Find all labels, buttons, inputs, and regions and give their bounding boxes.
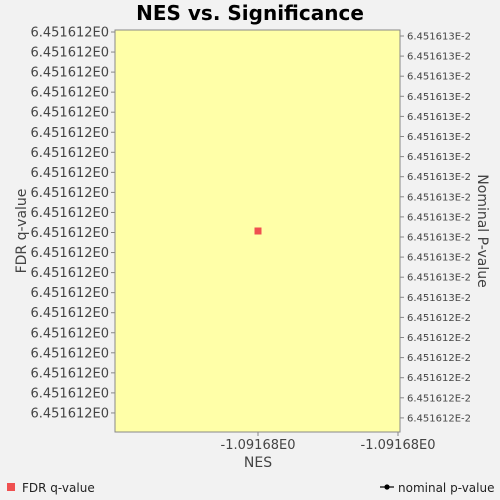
legend: FDR q-value nominal p-value: [7, 481, 494, 495]
right-tick-label: 6.451613E-2: [407, 192, 471, 203]
left-tick-label: 6.451612E0: [30, 406, 109, 421]
right-tick-label: 6.451613E-2: [407, 233, 471, 244]
left-tick-label: 6.451612E0: [30, 366, 109, 381]
legend-label-fdr: FDR q-value: [22, 481, 95, 495]
right-tick-label: 6.451612E-2: [407, 333, 471, 344]
right-axis-ticks: 6.451613E-2 6.451613E-2 6.451613E-2 6.45161…: [400, 32, 471, 424]
legend-marker-dot: [384, 484, 390, 490]
right-tick-label: 6.451612E-2: [407, 353, 471, 364]
right-tick-label: 6.451612E-2: [407, 393, 471, 404]
left-axis-ticks: 6.451612E0 6.451612E0 6.451612E0 6.451612E0…: [30, 26, 115, 421]
bottom-tick-label: -1.09168E0: [221, 438, 296, 453]
right-tick-label: 6.451613E-2: [407, 212, 471, 223]
left-tick-label: 6.451612E0: [30, 246, 109, 261]
data-point: [254, 227, 262, 235]
left-tick-label: 6.451612E0: [30, 126, 109, 141]
right-tick-label: 6.451612E-2: [407, 413, 471, 424]
x-axis-label: NES: [244, 455, 272, 471]
right-tick-label: 6.451613E-2: [407, 293, 471, 304]
bottom-tick-label: -1.09168E0: [361, 438, 436, 453]
y-axis-label: FDR q-value: [14, 189, 30, 274]
right-tick-label: 6.451613E-2: [407, 52, 471, 63]
left-tick-label: 6.451612E0: [30, 66, 109, 81]
right-tick-label: 6.451612E-2: [407, 373, 471, 384]
legend-label-nominal: nominal p-value: [398, 481, 494, 495]
left-tick-label: 6.451612E0: [30, 306, 109, 321]
chart-title: NES vs. Significance: [136, 1, 364, 25]
legend-marker-fdr: [7, 483, 15, 491]
left-tick-label: 6.451612E0: [30, 266, 109, 281]
left-tick-label: 6.451612E0: [30, 186, 109, 201]
right-tick-label: 6.451613E-2: [407, 72, 471, 83]
left-tick-label: 6.451612E0: [30, 206, 109, 221]
right-tick-label: 6.451613E-2: [407, 253, 471, 264]
data-points: [254, 227, 262, 235]
right-tick-label: 6.451613E-2: [407, 32, 471, 43]
right-tick-label: 6.451613E-2: [407, 152, 471, 163]
left-tick-label: 6.451612E0: [30, 286, 109, 301]
right-tick-label: 6.451612E-2: [407, 313, 471, 324]
left-tick-label: 6.451612E0: [30, 346, 109, 361]
bottom-axis-ticks: -1.09168E0 -1.09168E0: [221, 432, 436, 453]
left-tick-label: 6.451612E0: [30, 226, 109, 241]
left-tick-label: 6.451612E0: [30, 386, 109, 401]
left-tick-label: 6.451612E0: [30, 26, 109, 41]
left-tick-label: 6.451612E0: [30, 46, 109, 61]
left-tick-label: 6.451612E0: [30, 86, 109, 101]
right-tick-label: 6.451613E-2: [407, 112, 471, 123]
left-tick-label: 6.451612E0: [30, 106, 109, 121]
left-tick-label: 6.451612E0: [30, 166, 109, 181]
y2-axis-label: Nominal P-value: [474, 174, 490, 287]
right-tick-label: 6.451613E-2: [407, 132, 471, 143]
left-tick-label: 6.451612E0: [30, 146, 109, 161]
left-tick-label: 6.451612E0: [30, 326, 109, 341]
right-tick-label: 6.451613E-2: [407, 92, 471, 103]
right-tick-label: 6.451613E-2: [407, 172, 471, 183]
right-tick-label: 6.451613E-2: [407, 273, 471, 284]
